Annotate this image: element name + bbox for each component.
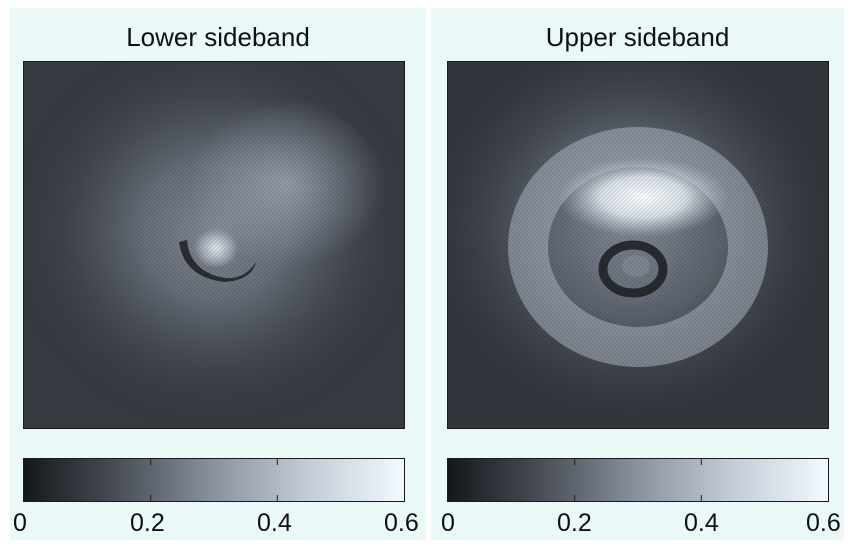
upper-sideband-title: Upper sideband <box>545 22 730 52</box>
lower-sideband-heatmap <box>23 61 405 429</box>
lower-colorbar-tick-label: 0.4 <box>257 509 292 537</box>
upper-colorbar-tick-label: 0 <box>441 509 455 537</box>
lower-sideband-title: Lower sideband <box>126 22 310 52</box>
upper-sideband-texture <box>448 62 828 428</box>
upper-sideband-heatmap <box>447 61 829 429</box>
lower-sideband-panel: Lower sideband <box>10 8 426 540</box>
upper-sideband-panel: Upper sideband <box>431 8 844 540</box>
upper-colorbar-tick-label: 0.6 <box>806 509 841 537</box>
lower-colorbar-tick-label: 0.2 <box>130 509 165 537</box>
upper-colorbar-tick-label: 0.2 <box>557 509 592 537</box>
lower-sideband-colorbar <box>23 458 405 502</box>
lower-sideband-texture <box>24 62 404 428</box>
lower-colorbar-tick-label: 0 <box>13 509 27 537</box>
lower-colorbar-tick-label: 0.6 <box>384 509 419 537</box>
upper-colorbar-tick-label: 0.4 <box>684 509 719 537</box>
upper-sideband-colorbar <box>447 458 829 502</box>
